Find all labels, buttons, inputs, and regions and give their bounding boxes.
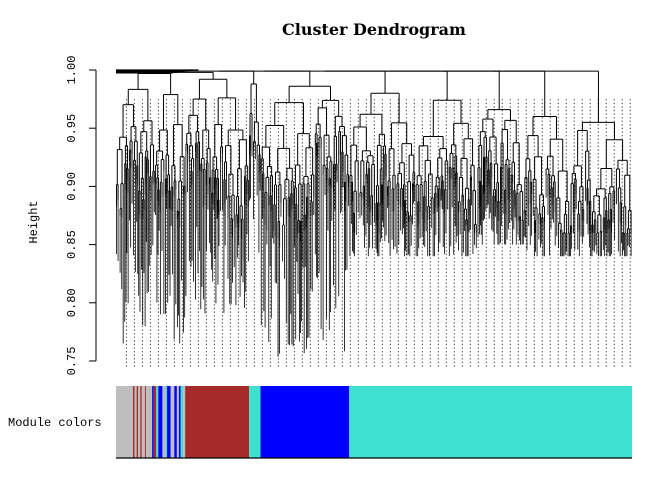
module-color-segment bbox=[183, 386, 186, 458]
module-color-segment bbox=[145, 386, 153, 458]
y-tick-label: 0.95 bbox=[65, 114, 79, 143]
module-color-bar bbox=[116, 386, 632, 459]
module-color-segment bbox=[176, 386, 179, 458]
module-color-segment bbox=[141, 386, 145, 458]
module-color-segment bbox=[349, 386, 632, 458]
y-tick-label: 0.75 bbox=[65, 347, 79, 376]
module-color-segment bbox=[134, 386, 137, 458]
module-color-segment bbox=[136, 386, 139, 458]
module-color-segment bbox=[167, 386, 171, 458]
module-color-segment bbox=[260, 386, 350, 458]
module-color-segment bbox=[133, 386, 135, 458]
module-color-segment bbox=[138, 386, 141, 458]
module-color-segment bbox=[185, 386, 250, 458]
module-color-segment bbox=[178, 386, 181, 458]
module-color-segment bbox=[153, 386, 157, 458]
chart-title: Cluster Dendrogram bbox=[282, 20, 466, 39]
module-color-segment bbox=[144, 386, 146, 458]
module-color-segment bbox=[158, 386, 163, 458]
y-axis-label: Height bbox=[27, 200, 41, 243]
y-axis: 0.75 0.80 0.85 0.90 0.95 1.00 bbox=[65, 56, 97, 376]
module-color-segment bbox=[249, 386, 261, 458]
y-tick-label: 0.85 bbox=[65, 230, 79, 259]
y-tick-label: 1.00 bbox=[65, 56, 79, 85]
y-tick-label: 0.80 bbox=[65, 288, 79, 317]
module-color-segment bbox=[140, 386, 142, 458]
module-color-segment bbox=[180, 386, 184, 458]
y-tick-label: 0.90 bbox=[65, 172, 79, 201]
module-color-segment bbox=[165, 386, 168, 458]
module-color-segment bbox=[152, 386, 154, 458]
module-color-segment bbox=[174, 386, 177, 458]
module-color-segment bbox=[162, 386, 166, 458]
module-color-segment bbox=[170, 386, 175, 458]
dendrogram-tree bbox=[116, 69, 632, 357]
module-colors-label: Module colors bbox=[8, 416, 102, 430]
module-color-segment bbox=[156, 386, 159, 458]
module-color-segment bbox=[116, 386, 134, 458]
